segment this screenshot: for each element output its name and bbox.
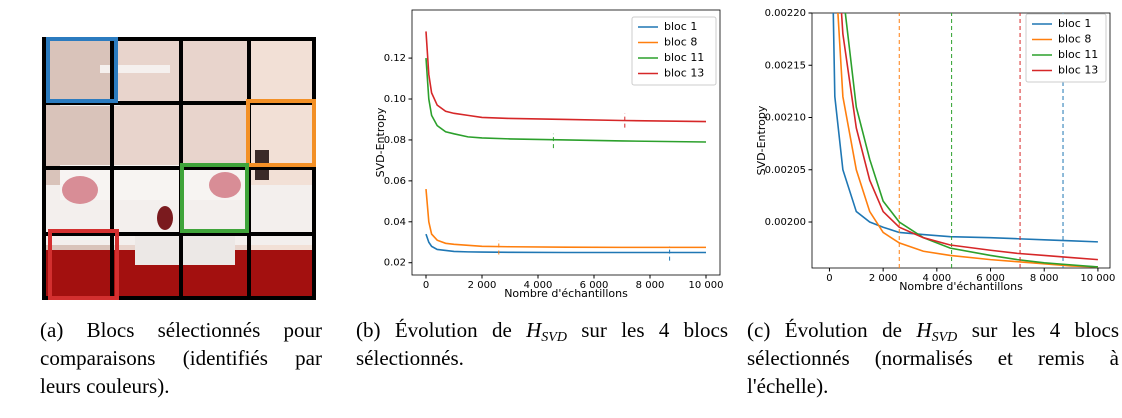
x-axis-label: Nombre d'échantillons xyxy=(899,280,1023,293)
x-tick-label: 8 000 xyxy=(1030,273,1059,284)
line xyxy=(844,13,1098,268)
x-tick-label: 2 000 xyxy=(869,273,898,284)
y-tick-label: 0.00200 xyxy=(765,217,806,228)
legend-label: bloc 13 xyxy=(1058,64,1098,77)
caption-c: (c) Évolution de HSVD sur les 4 blocs sé… xyxy=(747,316,1119,400)
x-tick-label: 6 000 xyxy=(580,280,609,291)
line xyxy=(837,13,1098,268)
line xyxy=(840,13,1098,261)
x-tick-label: 2 000 xyxy=(468,280,497,291)
plot-frame xyxy=(811,12,1111,269)
x-tick-label: 10 000 xyxy=(689,280,724,291)
y-tick-label: 0.06 xyxy=(384,176,406,187)
legend-label: bloc 11 xyxy=(1058,48,1098,61)
legend-label: bloc 8 xyxy=(1058,33,1091,46)
y-tick-label: 0.10 xyxy=(384,94,406,105)
legend-label: bloc 1 xyxy=(1058,17,1091,30)
caption-math: H xyxy=(526,318,542,342)
caption-text: Évolution de xyxy=(394,318,527,342)
y-tick-label: 0.12 xyxy=(384,53,406,64)
plot-frame xyxy=(411,9,721,276)
caption-text: sur les 4 blocs sélectionnés. xyxy=(356,318,728,370)
x-axis-label: Nombre d'échantillons xyxy=(504,287,628,300)
x-tick-label: 4 000 xyxy=(923,273,952,284)
y-tick-label: 0.08 xyxy=(384,135,406,146)
line xyxy=(425,58,707,143)
caption-a: (a) Blocs sélectionnés pour comparaisons… xyxy=(40,316,322,400)
y-tick-label: 0.00220 xyxy=(765,8,806,19)
caption-subscript: SVD xyxy=(541,330,567,345)
plot-area xyxy=(832,13,1098,268)
caption-text: Blocs sélectionnés pour comparaisons (id… xyxy=(40,318,323,398)
plot-area xyxy=(425,31,707,261)
x-tick-label: 0 xyxy=(826,273,832,284)
line xyxy=(832,13,1098,243)
y-tick-label: 0.00215 xyxy=(765,60,806,71)
y-tick-label: 0.00205 xyxy=(765,165,806,176)
y-tick-label: 0.00210 xyxy=(765,113,806,124)
caption-b: (b) Évolution de HSVD sur les 4 blocs sé… xyxy=(356,316,728,372)
caption-text: Évolution de xyxy=(784,318,917,342)
caption-label: (c) xyxy=(747,318,771,342)
line xyxy=(425,188,706,249)
legend-box xyxy=(1025,13,1107,83)
legend-label: bloc 11 xyxy=(664,51,704,64)
x-tick-label: 8 000 xyxy=(636,280,665,291)
x-tick-label: 10 000 xyxy=(1080,273,1115,284)
room-photo xyxy=(42,37,316,300)
caption-text: sur les 4 blocs sélectionnés (normalisés… xyxy=(747,318,1120,398)
line xyxy=(425,31,707,123)
x-tick-label: 0 xyxy=(423,280,429,291)
line xyxy=(425,233,706,254)
legend-label: bloc 13 xyxy=(664,67,704,80)
x-tick-label: 6 000 xyxy=(976,273,1005,284)
caption-label: (a) xyxy=(40,318,64,342)
caption-math: H xyxy=(916,318,932,342)
caption-subscript: SVD xyxy=(931,330,958,345)
y-axis-label: SVD-Entropy xyxy=(374,107,387,177)
y-axis-label: SVD-Entropy xyxy=(755,105,768,175)
caption-label: (b) xyxy=(356,318,381,342)
y-tick-label: 0.04 xyxy=(384,217,406,228)
x-tick-label: 4 000 xyxy=(524,280,553,291)
y-tick-label: 0.02 xyxy=(384,258,406,269)
legend-box xyxy=(631,16,717,86)
legend-label: bloc 8 xyxy=(664,36,697,49)
legend-label: bloc 1 xyxy=(664,20,697,33)
figure: 0 2 000 4 000 6 000 8 000 10 000 0.02 0.04 0.06 0… xyxy=(42,8,1115,300)
